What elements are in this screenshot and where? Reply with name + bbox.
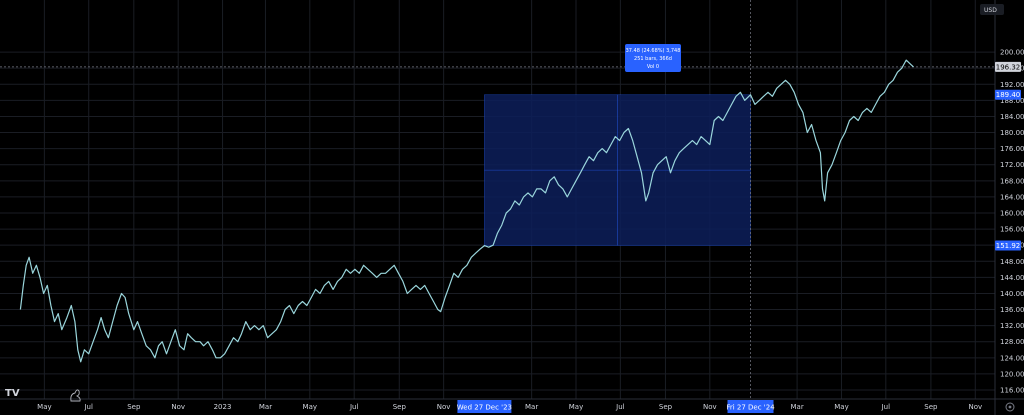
price-tick-label: 136.00 — [1000, 306, 1024, 314]
price-tick-label: 140.00 — [1000, 290, 1024, 298]
time-tick-label: Jul — [615, 403, 625, 411]
time-tick-label: 2023 — [214, 403, 232, 411]
time-tick-label: May — [37, 403, 51, 411]
price-tick-label: 188.00 — [1000, 97, 1024, 105]
price-tick-label: 160.00 — [1000, 210, 1024, 218]
time-tick-label: Sep — [393, 403, 407, 411]
price-tick-label: 124.00 — [1000, 354, 1024, 362]
time-tick-label: Nov — [968, 403, 982, 411]
time-tick-label: Nov — [437, 403, 451, 411]
time-tick-label: Jul — [881, 403, 891, 411]
time-tick-label: Sep — [127, 403, 141, 411]
price-tick-label: 132.00 — [1000, 322, 1024, 330]
price-tick-label: 172.00 — [1000, 161, 1024, 169]
price-tick-label: 180.00 — [1000, 129, 1024, 137]
range-start-date-badge: Wed 27 Dec '23 — [457, 400, 512, 413]
range-low-badge: 151.92 — [995, 240, 1021, 251]
measure-tooltip-line3: Vol 0 — [647, 64, 659, 70]
rabbit-icon — [70, 389, 81, 402]
time-tick-label: May — [569, 403, 583, 411]
time-tick-label: Mar — [259, 403, 272, 411]
svg-text:Wed 27 Dec '23: Wed 27 Dec '23 — [457, 404, 512, 412]
price-tick-label: 200.00 — [1000, 49, 1024, 57]
tradingview-logo[interactable]: TV — [5, 388, 20, 399]
measure-tooltip-box — [625, 44, 681, 72]
price-tick-label: 148.00 — [1000, 258, 1024, 266]
time-tick-label: Nov — [171, 403, 185, 411]
svg-text:151.92: 151.92 — [996, 242, 1021, 250]
currency-label-box[interactable] — [980, 4, 1004, 15]
price-tick-label: 176.00 — [1000, 145, 1024, 153]
currency-label[interactable]: USD — [984, 7, 997, 14]
time-tick-label: Mar — [790, 403, 803, 411]
price-tick-label: 156.00 — [1000, 226, 1024, 234]
range-end-date-badge: Fri 27 Dec '24 — [726, 400, 775, 413]
time-tick-label: Sep — [924, 403, 938, 411]
price-tick-label: 168.00 — [1000, 177, 1024, 185]
range-high-badge: 189.40 — [995, 89, 1021, 100]
price-tick-label: 184.00 — [1000, 113, 1024, 121]
price-tick-label: 164.00 — [1000, 193, 1024, 201]
time-tick-label: Mar — [525, 403, 538, 411]
time-tick-label: Jul — [83, 403, 93, 411]
time-tick-label: Jul — [349, 403, 359, 411]
measure-tooltip: 37.48 (24.68%) 3,748 251 bars, 366d Vol … — [625, 44, 681, 72]
svg-text:189.40: 189.40 — [996, 91, 1021, 99]
last-price-badge: 196.32 — [995, 61, 1021, 72]
price-tick-label: 116.00 — [1000, 387, 1024, 395]
price-series-line — [19, 59, 914, 363]
measure-tooltip-line1: 37.48 (24.68%) 3,748 — [626, 48, 681, 54]
price-tick-label: 192.00 — [1000, 81, 1024, 89]
time-axis[interactable]: May Jul Sep Nov 2023 Mar May Jul Sep Nov Mar May Jul… — [37, 403, 982, 411]
measure-tooltip-line2: 251 bars, 366d — [634, 56, 672, 62]
time-tick-label: Sep — [659, 403, 673, 411]
svg-text:Fri 27 Dec '24: Fri 27 Dec '24 — [726, 404, 775, 412]
time-tick-label: Nov — [703, 403, 717, 411]
price-tick-label: 128.00 — [1000, 338, 1024, 346]
svg-text:196.32: 196.32 — [996, 63, 1021, 71]
time-tick-label: May — [303, 403, 317, 411]
price-tick-label: 144.00 — [1000, 274, 1024, 282]
gear-icon[interactable] — [1005, 402, 1015, 412]
time-tick-label: May — [834, 403, 848, 411]
price-tick-label: 120.00 — [1000, 370, 1024, 378]
